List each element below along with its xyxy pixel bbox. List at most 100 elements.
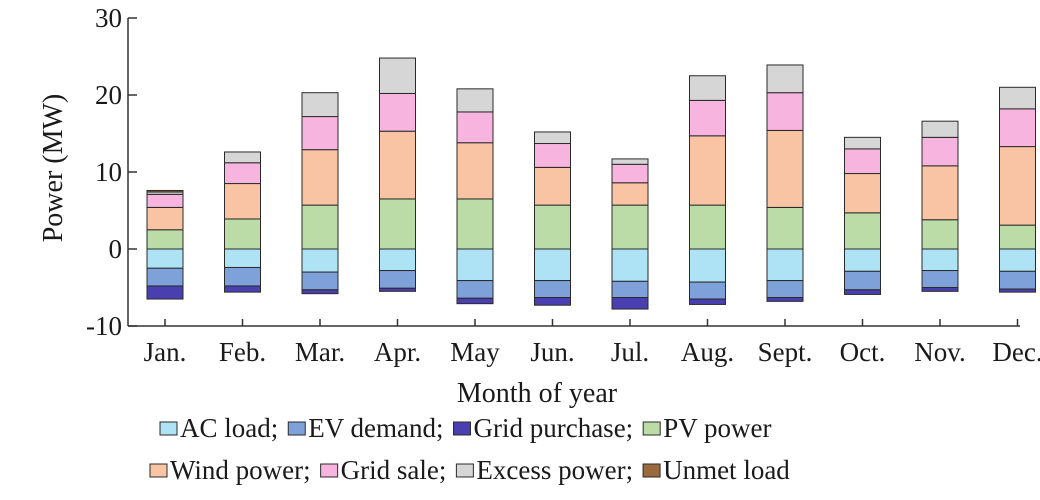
bar-group-11 (921, 120, 959, 292)
legend-swatch (159, 421, 178, 436)
bar-segment-pv-power (921, 219, 959, 250)
legend-label: Grid purchase; (473, 413, 633, 443)
y-tick-label: 20 (95, 80, 122, 110)
legend-item: Wind power; (149, 455, 311, 485)
bar-segment-wind-power (611, 182, 649, 206)
x-tick-label: Nov. (914, 337, 966, 367)
bar-segment-pv-power (301, 204, 339, 250)
legend-label: Unmet load (663, 455, 790, 485)
bar-segment-excess-power (534, 131, 571, 145)
bar-segment-wind-power (844, 173, 881, 214)
bar-segment-ev-demand (844, 270, 881, 291)
legend-label: Wind power; (170, 455, 311, 485)
bar-segment-ev-demand (534, 280, 571, 299)
bar-group-6 (534, 131, 571, 306)
x-tick-label: May (450, 337, 500, 367)
legend-label: PV power (663, 413, 771, 443)
x-tick-label: Aug. (681, 337, 734, 367)
y-axis-label: Power (MW) (38, 94, 69, 243)
bar-segment-ev-demand (766, 280, 804, 299)
bar-segment-grid-purchase (534, 297, 571, 306)
bar-segment-grid-purchase (921, 287, 959, 292)
bar-group-4 (379, 57, 416, 292)
bar-segment-grid-purchase (611, 297, 649, 310)
legend-item: EV demand; (287, 413, 443, 443)
x-tick-label: Feb. (219, 337, 266, 367)
bar-segment-ev-demand (146, 267, 184, 287)
bar-segment-grid-purchase (379, 287, 416, 292)
bar-segment-ac-load (999, 248, 1036, 272)
bar-group-1 (146, 189, 184, 300)
bar-segment-excess-power (301, 92, 339, 118)
bar-segment-grid-sale (301, 116, 339, 151)
x-tick-label: Jul. (611, 337, 649, 367)
bar-segment-wind-power (534, 166, 571, 206)
bar-segment-excess-power (224, 151, 261, 164)
x-tick-label: Mar. (295, 337, 345, 367)
x-axis-label: Month of year (457, 378, 618, 409)
legend-item: PV power (642, 413, 771, 443)
bar-segment-grid-purchase (689, 298, 726, 305)
bar-segment-excess-power (379, 57, 416, 94)
bar-segment-grid-purchase (301, 289, 339, 295)
legend-swatch (149, 463, 168, 478)
bar-segment-pv-power (224, 218, 261, 250)
bar-segment-ac-load (456, 248, 494, 282)
legend-item: Grid sale; (320, 455, 447, 485)
bar-segment-wind-power (301, 149, 339, 206)
bar-segment-wind-power (146, 206, 184, 231)
y-tick-label: 30 (95, 3, 122, 33)
bar-segment-unmet-load (146, 189, 184, 193)
bar-segment-excess-power (921, 120, 959, 138)
x-tick-label: Sept. (758, 337, 813, 367)
bar-group-8 (689, 75, 726, 305)
bar-segment-ac-load (844, 248, 881, 272)
bar-segment-wind-power (456, 142, 494, 200)
bar-segment-ev-demand (301, 271, 339, 291)
plot-area (146, 57, 1036, 310)
legend-label: Grid sale; (341, 455, 447, 485)
legend-label: AC load; (180, 413, 278, 443)
bar-segment-grid-purchase (456, 297, 494, 305)
bar-segment-wind-power (689, 135, 726, 206)
bar-group-12 (999, 86, 1036, 293)
bar-segment-ac-load (224, 248, 261, 268)
legend-swatch (320, 463, 339, 478)
y-tick-label: 0 (109, 234, 123, 264)
legend-swatch (452, 421, 471, 436)
bar-segment-grid-sale (689, 99, 726, 137)
bar-segment-pv-power (766, 206, 804, 250)
x-axis: Jan. Feb. Mar. Apr. May Jun. Jul. Aug. Sept. Oct.… (128, 319, 1040, 367)
bar-segment-grid-sale (611, 163, 649, 184)
bar-segment-ev-demand (379, 270, 416, 289)
bar-segment-wind-power (999, 146, 1036, 226)
bar-segment-pv-power (844, 212, 881, 250)
bar-segment-pv-power (534, 204, 571, 250)
bar-segment-grid-purchase (844, 289, 881, 295)
bar-segment-excess-power (766, 64, 804, 94)
bar-segment-ev-demand (611, 280, 649, 299)
bar-segment-ac-load (766, 248, 804, 282)
bar-segment-ac-load (534, 248, 571, 282)
bar-segment-ac-load (689, 248, 726, 283)
bar-segment-ac-load (301, 248, 339, 273)
bar-segment-wind-power (379, 130, 416, 200)
bar-segment-grid-purchase (999, 288, 1036, 293)
y-tick-label: -10 (86, 311, 122, 341)
x-tick-label: Dec. (992, 337, 1040, 367)
legend-label: Excess power; (476, 455, 633, 485)
bar-segment-grid-sale (534, 143, 571, 168)
y-tick-label: 10 (95, 157, 122, 187)
bar-segment-ev-demand (689, 281, 726, 300)
bar-segment-excess-power (456, 88, 494, 113)
bar-segment-ev-demand (224, 266, 261, 287)
bar-segment-pv-power (611, 204, 649, 250)
bar-segment-wind-power (224, 183, 261, 220)
bar-segment-grid-purchase (146, 285, 184, 300)
bar-segment-ev-demand (999, 270, 1036, 290)
bar-segment-grid-purchase (224, 285, 261, 293)
bar-group-3 (301, 92, 339, 295)
y-axis: -10 0 10 20 30 (86, 3, 137, 341)
legend: AC load; EV demand; Grid purchase; PV power… (149, 413, 790, 485)
